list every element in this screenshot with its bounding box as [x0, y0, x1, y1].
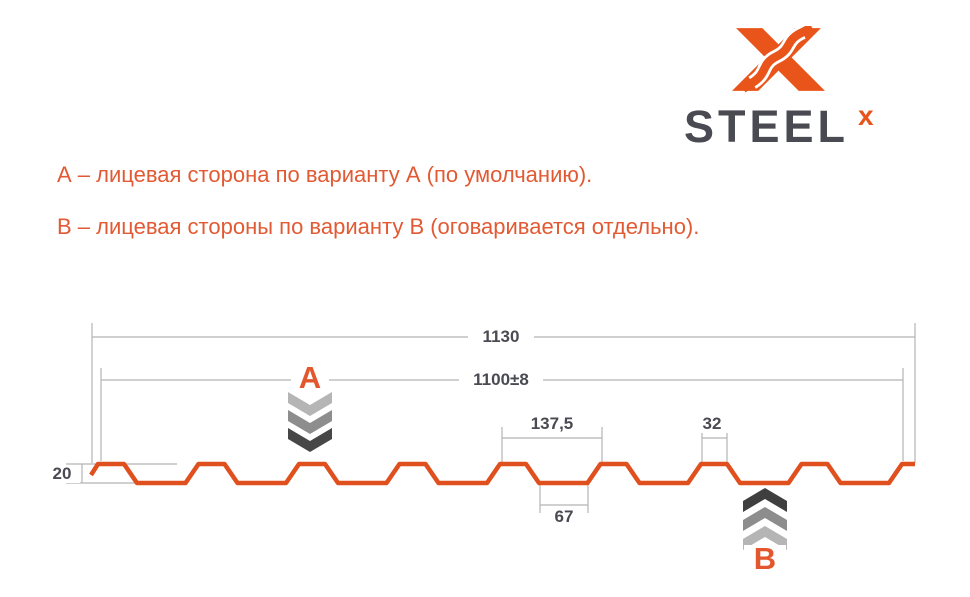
dim-label-32: 32: [693, 415, 731, 433]
profile-sheet-outline: [89, 461, 915, 486]
brand-wordmark: STEEL x: [684, 100, 874, 152]
chevron-a-mid: [288, 410, 332, 434]
marker-letter-a: A: [291, 362, 329, 393]
chevron-a-dark: [288, 428, 332, 452]
chevron-a-light: [288, 392, 332, 416]
marker-letter-b: B: [744, 543, 786, 574]
chevron-b-dark: [743, 488, 787, 512]
note-variant-a: А – лицевая сторона по варианту А (по ум…: [57, 162, 593, 187]
chevron-b-mid: [743, 507, 787, 531]
dim-label-1100: 1100±8: [459, 371, 543, 389]
dim-label-137-5: 137,5: [520, 415, 584, 433]
chevron-stack-a-icon: [288, 392, 332, 452]
chevron-stack-b-icon: [743, 488, 787, 550]
note-variant-b: В – лицевая стороны по варианту В (огова…: [57, 214, 700, 239]
dim-label-1130: 1130: [468, 328, 534, 346]
brand-name: STEEL: [684, 101, 850, 152]
logo-s-ribbon: [740, 26, 814, 93]
brand-sup-x: x: [858, 100, 874, 131]
steelx-x-icon: [732, 26, 825, 93]
chevron-b-light: [743, 526, 787, 550]
dim-label-20: 20: [44, 465, 80, 483]
dim-label-67: 67: [543, 508, 585, 526]
